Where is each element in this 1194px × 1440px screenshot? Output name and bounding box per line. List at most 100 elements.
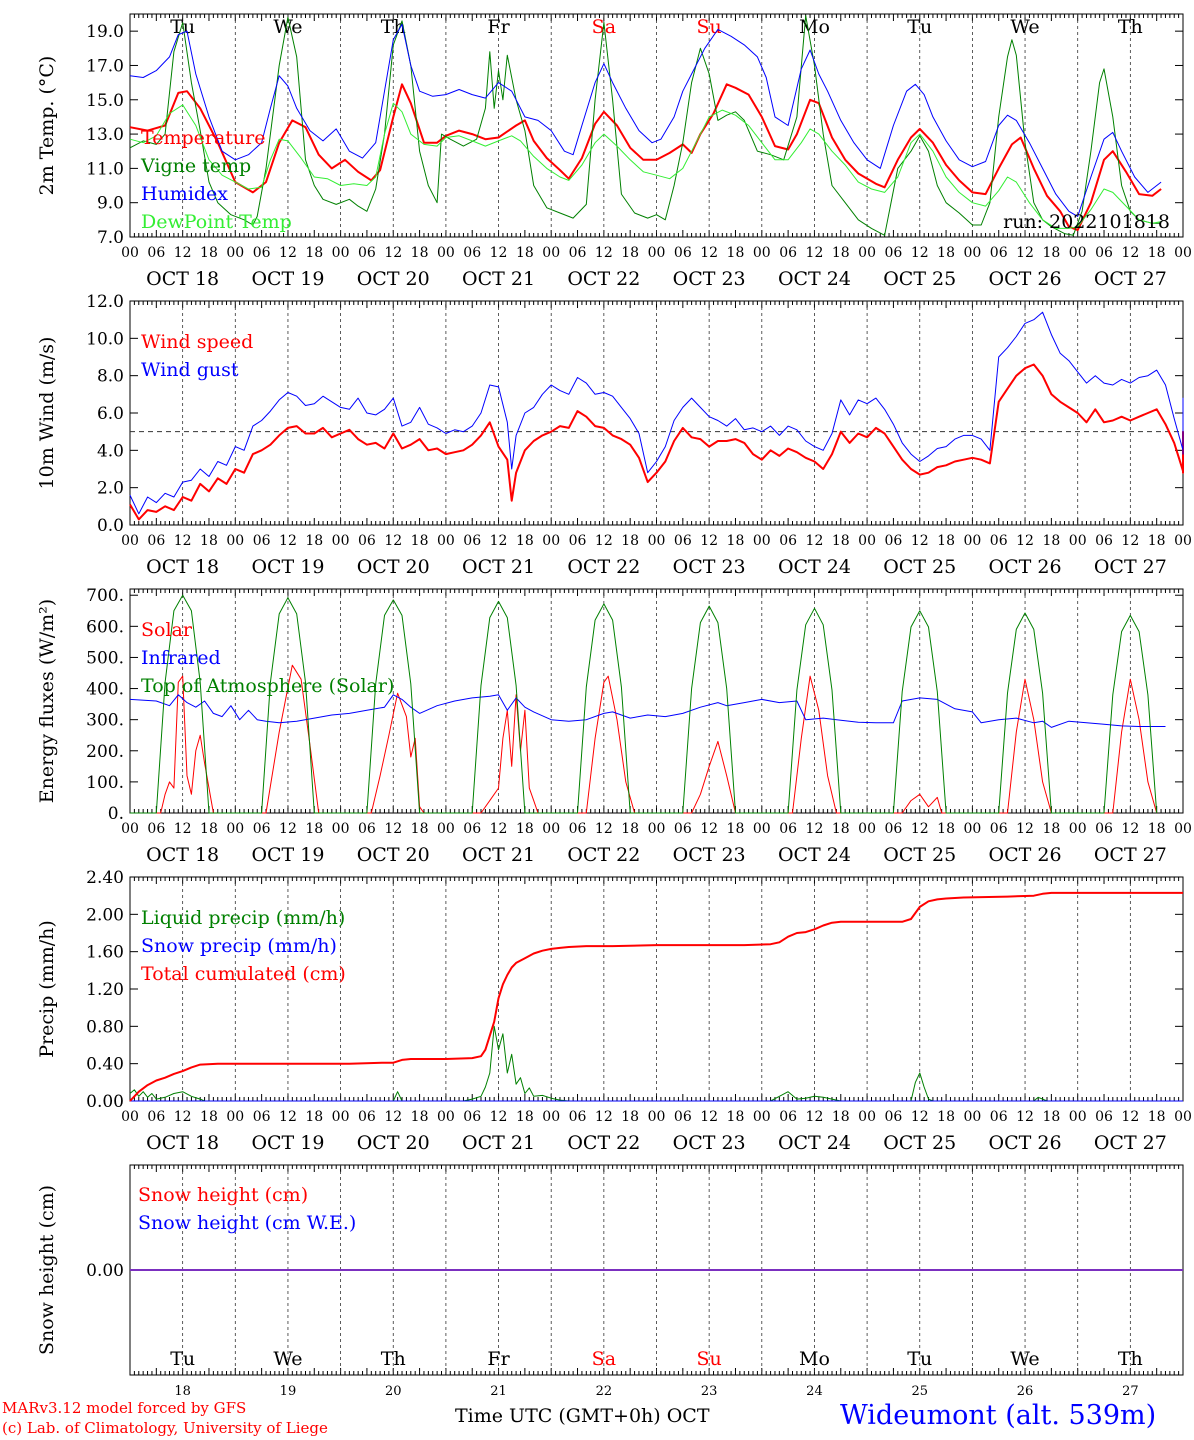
hour-tick-label: 18 [832,1109,850,1125]
series-temperature [129,83,1162,232]
legend-top-of-atmosphere-solar: Top of Atmosphere (Solar) [141,675,394,697]
hour-tick-label: 06 [779,245,797,261]
hour-tick-label: 18 [516,533,534,549]
hour-tick-label: 06 [990,245,1008,261]
hour-tick-label: 18 [727,533,745,549]
series-vigne-temp [129,15,1162,236]
legend-total-cumulated-cm: Total cumulated (cm) [141,963,346,985]
series-top-of-atmosphere-solar [130,594,1158,814]
hour-tick-label: 00 [963,821,981,837]
weekday-label: Su [697,16,722,38]
y-tick-label: 10.0 [86,329,124,349]
hour-tick-label: 12 [1016,245,1034,261]
hour-tick-label: 00 [1069,245,1087,261]
hour-tick-label: 00 [332,533,350,549]
hour-tick-label: 06 [147,1109,165,1125]
y-tick-label: 19.0 [86,22,124,42]
hour-tick-label: 00 [753,533,771,549]
y-tick-label: 2.0 [97,479,124,499]
date-label: OCT 23 [673,556,746,578]
legend-wind-gust: Wind gust [141,359,239,381]
hour-tick-label: 00 [542,1109,560,1125]
hour-tick-label: 06 [253,821,271,837]
legend-wind-speed: Wind speed [141,331,253,353]
date-label: OCT 20 [357,1132,430,1154]
y-tick-label: 13.0 [86,125,124,145]
hour-tick-label: 18 [727,245,745,261]
date-label: OCT 23 [673,1132,746,1154]
hour-tick-label: 00 [963,1109,981,1125]
hour-tick-label: 18 [1148,533,1166,549]
hour-tick-label: 18 [411,533,429,549]
hour-tick-label: 12 [279,245,297,261]
date-label: OCT 24 [778,1132,851,1154]
date-label: OCT 25 [883,556,956,578]
legend-snow-height-cm-w-e: Snow height (cm W.E.) [138,1212,356,1234]
legend-dewpoint-temp: DewPoint Temp [141,211,292,233]
hour-tick-label: 18 [727,1109,745,1125]
series-wind-speed [129,363,1184,521]
weekday-label: Mo [799,1348,830,1370]
hour-tick-label: 00 [121,245,139,261]
hour-tick-label: 12 [1121,533,1139,549]
hour-tick-label: 12 [279,533,297,549]
hour-tick-label: 18 [937,1109,955,1125]
day-number-label: 19 [280,1384,297,1399]
weekday-label: Tu [170,1348,195,1370]
hour-tick-label: 12 [384,821,402,837]
hour-tick-label: 00 [226,533,244,549]
day-number-label: 21 [490,1384,507,1399]
hour-tick-label: 18 [200,245,218,261]
series-infrared [129,694,1166,728]
y-tick-label: 200. [86,742,124,762]
hour-tick-label: 18 [937,245,955,261]
hour-tick-label: 06 [779,1109,797,1125]
hour-tick-label: 06 [358,821,376,837]
hour-tick-label: 00 [648,533,666,549]
hour-tick-label: 18 [1042,245,1060,261]
y-tick-label: 8.0 [97,367,124,387]
hour-tick-label: 18 [1148,1109,1166,1125]
hour-tick-label: 12 [911,1109,929,1125]
date-label: OCT 21 [462,1132,535,1154]
weekday-label: We [1010,16,1039,38]
hour-tick-label: 18 [937,533,955,549]
hour-tick-label: 06 [253,1109,271,1125]
series-humidex [129,23,1162,217]
run-annotation: run: 2022101818 [1003,211,1170,233]
hour-tick-label: 00 [542,245,560,261]
hour-tick-label: 00 [542,533,560,549]
y-tick-label: 700. [86,586,124,606]
hour-tick-label: 00 [753,245,771,261]
hour-tick-label: 12 [806,533,824,549]
day-number-label: 25 [911,1384,928,1399]
legend-humidex: Humidex [141,183,228,205]
hour-tick-label: 06 [1095,533,1113,549]
x-axis-title: Time UTC (GMT+0h) OCT [455,1405,710,1427]
legend-snow-height-cm: Snow height (cm) [138,1184,308,1206]
hour-tick-label: 06 [147,821,165,837]
hour-tick-label: 00 [1174,533,1192,549]
y-tick-label: 9.0 [97,194,124,214]
hour-tick-label: 18 [411,1109,429,1125]
weekday-label: Tu [907,16,932,38]
hour-tick-label: 12 [384,1109,402,1125]
hour-tick-label: 18 [727,821,745,837]
panel-wind: 0.0 2.0 4.0 6.0 8.0 10.0 12.0 10m Wind (m/s) 00 0… [36,292,1192,578]
hour-tick-label: 18 [621,533,639,549]
hour-tick-label: 00 [858,821,876,837]
hour-tick-label: 12 [806,821,824,837]
hour-tick-label: 06 [674,1109,692,1125]
hour-tick-label: 18 [1042,821,1060,837]
hour-tick-label: 12 [490,533,508,549]
hour-tick-label: 06 [990,821,1008,837]
hour-tick-label: 00 [121,1109,139,1125]
weekday-label: Fr [487,16,510,38]
y-tick-label: 0.40 [86,1055,124,1075]
y-tick-label: 1.20 [86,980,124,1000]
hour-tick-label: 00 [226,245,244,261]
hour-tick-label: 12 [1121,1109,1139,1125]
weekday-label: Sa [592,1348,616,1370]
day-number-label: 20 [385,1384,402,1399]
